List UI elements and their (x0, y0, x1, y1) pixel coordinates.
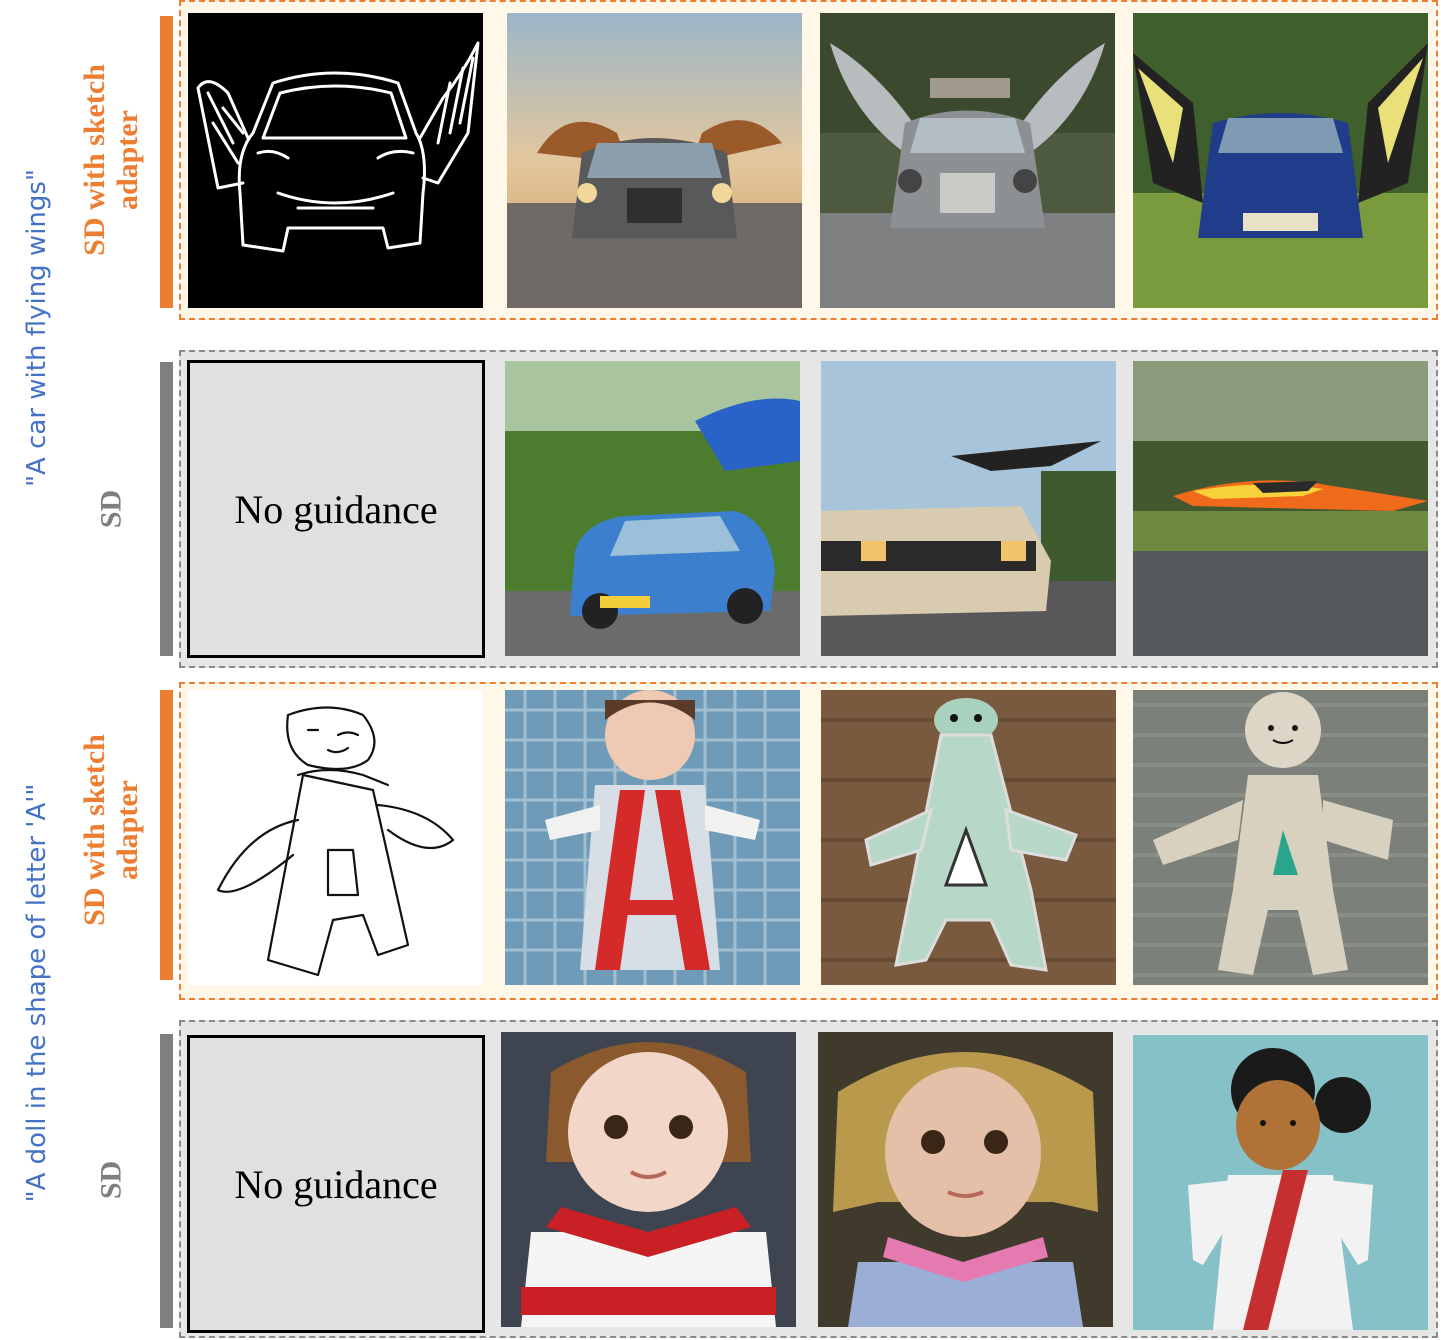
bar-sketch-car (160, 16, 173, 308)
bar-sd-car (160, 362, 173, 656)
car-sketch-output-2 (820, 13, 1115, 308)
car-sketch-output-3 (1133, 13, 1428, 308)
prompt-doll: "A doll in the shape of letter 'A'" (22, 783, 52, 1203)
no-guidance-box: No guidance (187, 1035, 485, 1333)
car-sd-output-1 (505, 361, 800, 656)
prompt-car: "A car with flying wings" (22, 169, 52, 487)
method-label-line1: SD with sketch (78, 734, 111, 926)
doll-sketch-output-1 (505, 690, 800, 985)
car-sd-output-3 (1133, 361, 1428, 656)
method-label-sketch-doll: SD with sketch adapter (78, 734, 144, 926)
sketch-car-image (188, 13, 483, 308)
doll-sketch-output-3 (1133, 690, 1428, 985)
method-label-sketch-car: SD with sketch adapter (78, 64, 144, 256)
method-label-line2: adapter (111, 780, 144, 881)
bar-sketch-doll (160, 690, 173, 980)
doll-sketch-output-2 (821, 690, 1116, 985)
sketch-doll-image (188, 690, 483, 985)
doll-sd-output-1 (501, 1032, 796, 1327)
doll-sd-output-2 (818, 1032, 1113, 1327)
method-label-line2: adapter (111, 110, 144, 211)
car-sd-output-2 (821, 361, 1116, 656)
doll-sd-output-3 (1133, 1035, 1428, 1330)
car-sketch-output-1 (507, 13, 802, 308)
method-label-sd-doll: SD (94, 1160, 128, 1200)
bar-sd-doll (160, 1034, 173, 1328)
no-guidance-box: No guidance (187, 360, 485, 658)
method-label-line1: SD with sketch (78, 64, 111, 256)
method-label-sd-car: SD (94, 489, 128, 529)
